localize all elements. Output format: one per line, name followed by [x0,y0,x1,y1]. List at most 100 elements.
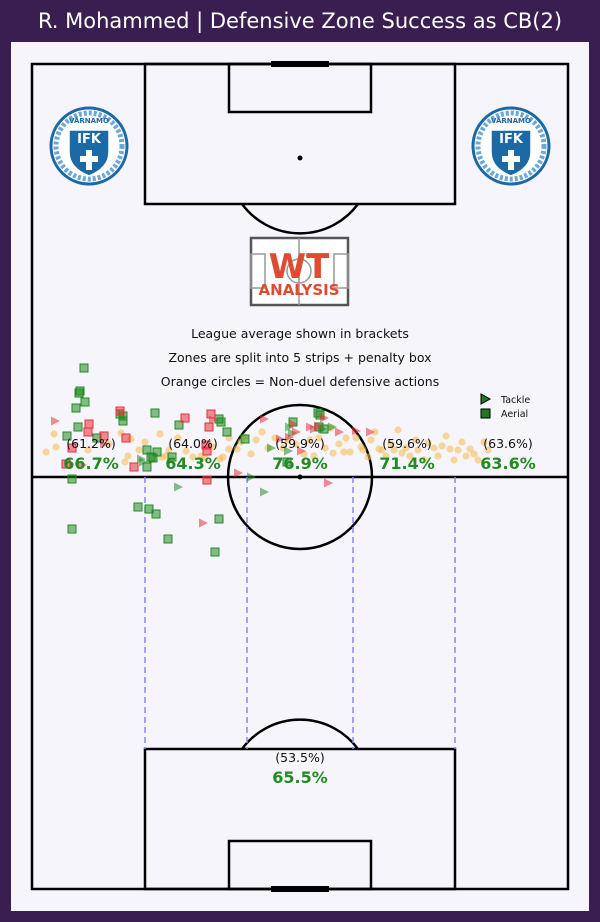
tackle-won-point-2 [174,482,183,492]
top-penalty-arc [240,203,360,235]
crest-right-name: VÄRNAMO [491,116,531,125]
crest-left: VÄRNAMO IFK [49,106,129,186]
bottom-penalty-arc [240,718,360,750]
aerial-won-point-21 [152,447,162,457]
aerial-won-point-30 [240,434,250,444]
non-duel-point-29 [252,436,260,444]
tackle-lost-point-18 [352,426,361,436]
aerial-won-point-25 [210,547,220,557]
top-penalty-spot [297,155,303,161]
top-six-yard-box [227,62,373,114]
aerial-won-point-2 [73,422,83,432]
non-duel-point-45 [342,434,350,442]
note-zones: Zones are split into 5 strips + penalty … [168,350,431,365]
logo-wt: WT [269,247,331,287]
non-duel-point-54 [378,446,386,454]
zone-league-avg-strip-1: (61.2%) [66,436,115,451]
zone-dividers [144,477,456,749]
aerial-won-point-15 [142,462,152,472]
aerial-lost-point-10 [202,475,212,485]
aerial-won-point-29 [222,427,232,437]
tackle-lost-point-15 [297,446,306,456]
non-duel-point-28 [247,450,255,458]
non-duel-point-72 [454,446,462,454]
non-duel-point-37 [306,436,314,444]
zone-success-strip-4: 71.4% [379,454,435,473]
non-duel-point-76 [470,450,478,458]
non-duel-point-79 [484,446,492,454]
aerial-lost-point-11 [202,446,212,456]
top-penalty-box [143,62,457,206]
aerial-lost-point-0 [61,459,71,469]
non-duel-point-15 [174,434,182,442]
aerial-won-point-1 [67,474,77,484]
legend-aerial-marker [480,408,491,419]
non-duel-point-68 [438,442,446,450]
non-duel-point-16 [182,447,190,455]
non-duel-point-57 [390,446,398,454]
non-duel-point-38 [310,452,318,460]
zone-success-strip-1: 66.7% [63,454,119,473]
non-duel-point-58 [394,426,402,434]
non-duel-point-61 [406,452,414,460]
tackle-won-point-3 [247,472,256,482]
aerial-won-point-31 [282,457,292,467]
legend: Tackle Aerial [480,393,530,420]
non-duel-point-9 [135,446,143,454]
aerial-lost-point-3 [84,419,94,429]
non-duel-point-3 [84,446,92,454]
non-duel-point-69 [442,432,450,440]
non-duel-point-1 [50,430,58,438]
tackle-lost-point-17 [335,427,344,437]
non-duel-point-0 [42,448,50,456]
tackle-lost-point-3 [199,518,208,528]
non-duel-point-78 [480,438,488,446]
aerial-lost-point-2 [83,427,93,437]
tackle-lost-point-8 [285,432,294,442]
data-markers [42,363,492,557]
aerial-won-point-20 [150,408,160,418]
tackle-won-point-5 [267,443,276,453]
zone-success-strip-3: 76.9% [272,454,328,473]
tackle-lost-point-10 [292,427,301,437]
non-duel-point-22 [219,453,227,461]
zone-labels: (61.2%) 66.7% (64.0%) 64.3% (59.9%) 76.9% (59.… [63,436,536,787]
page-title: R. Mohammed | Defensive Zone Success as … [37,9,563,33]
non-duel-point-2 [52,443,60,451]
non-duel-point-71 [450,456,458,464]
non-duel-point-40 [321,444,329,452]
non-duel-point-25 [233,445,241,453]
zone-success-penalty-box: 65.5% [272,768,328,787]
aerial-won-point-13 [133,502,143,512]
zone-league-avg-strip-5: (63.6%) [483,436,532,451]
non-duel-point-50 [364,453,372,461]
non-duel-point-23 [225,445,233,453]
tackle-won-point-1 [139,457,148,467]
aerial-lost-point-7 [129,462,139,472]
non-duel-point-70 [446,445,454,453]
non-duel-point-73 [458,438,466,446]
legend-aerial-label: Aerial [501,409,528,420]
logo-analysis: ANALYSIS [258,281,339,299]
aerial-lost-point-4 [99,431,109,441]
centre-spot [297,474,303,480]
tackle-lost-point-9 [289,419,298,429]
non-duel-point-64 [420,456,428,464]
aerial-won-point-19 [151,509,161,519]
non-duel-point-35 [292,440,300,448]
non-duel-point-11 [156,430,164,438]
tackle-lost-point-5 [234,468,243,478]
crest-right-abbr: IFK [499,132,524,147]
aerial-lost-point-5 [115,406,125,416]
non-duel-point-56 [387,440,395,448]
aerial-won-point-23 [167,452,177,462]
crest-left-abbr: IFK [77,132,102,147]
aerial-won-point-28 [216,417,226,427]
tackle-won-point-10 [328,422,337,432]
aerial-lost-point-1 [67,443,77,453]
tackle-lost-point-6 [260,414,269,424]
non-duel-point-19 [201,454,209,462]
aerial-lost-point-8 [180,413,190,423]
non-duel-point-49 [359,446,367,454]
non-duel-point-51 [367,436,375,444]
